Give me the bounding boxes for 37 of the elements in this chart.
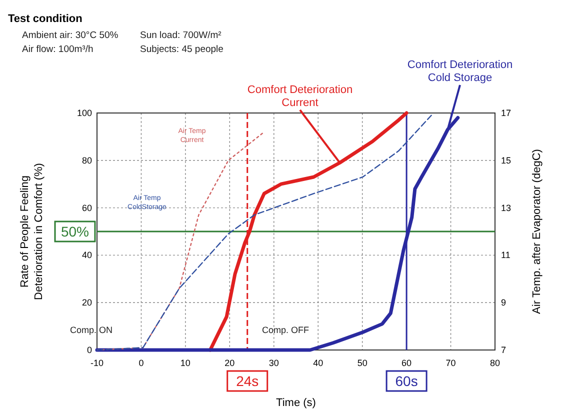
- y-tick-label: 0: [86, 345, 92, 355]
- x-tick-label: -10: [90, 358, 104, 368]
- x-tick-label: 40: [313, 358, 324, 368]
- x-tick-label: 30: [268, 358, 279, 368]
- x-tick-label: 70: [446, 358, 456, 368]
- text: Ambient air: 30°C 50%: [22, 30, 119, 41]
- x-tick-label: 60: [402, 358, 412, 368]
- ref-line-label: 24s: [236, 373, 259, 389]
- y-tick-label: 20: [82, 298, 92, 308]
- y-tick-label: 100: [76, 108, 92, 118]
- x-tick-label: 10: [180, 358, 190, 368]
- x-tick-label: 50: [357, 358, 368, 368]
- annotation: Comp. OFF: [262, 325, 310, 335]
- text: Comfort Deterioration Cold Storage: [407, 59, 513, 84]
- ref-line-label: 60s: [395, 373, 418, 389]
- annotation: Comp. ON: [70, 325, 113, 335]
- text: Comfort Deterioration Current: [247, 84, 353, 109]
- y2-tick-label: 17: [501, 108, 512, 118]
- y2-tick-label: 11: [501, 250, 510, 260]
- y2-tick-label: 13: [501, 202, 512, 213]
- y2-tick-label: 7: [501, 345, 506, 355]
- ref-line-label: 50%: [60, 224, 90, 240]
- text: Air flow: 100m³/h: [22, 44, 94, 55]
- text: Sun load: 700W/m²: [140, 30, 222, 41]
- x-tick-label: 80: [490, 358, 500, 368]
- y2-axis-title: Air Temp. after Evaporator (degC): [531, 149, 543, 314]
- y2-tick-label: 15: [501, 155, 512, 166]
- text: Subjects: 45 people: [140, 44, 224, 55]
- y-tick-label: 40: [82, 250, 92, 260]
- x-tick-label: 20: [224, 358, 235, 368]
- x-tick-label: 0: [138, 358, 144, 368]
- y-axis-title: Rate of People Feeling Deterioration in Comfort (%): [19, 163, 45, 300]
- y2-tick-label: 9: [501, 298, 506, 308]
- chart-title: Test condition: [8, 13, 83, 25]
- x-axis-title: Time (s): [276, 397, 316, 409]
- y-tick-label: 60: [82, 202, 92, 213]
- y-tick-label: 80: [82, 155, 92, 166]
